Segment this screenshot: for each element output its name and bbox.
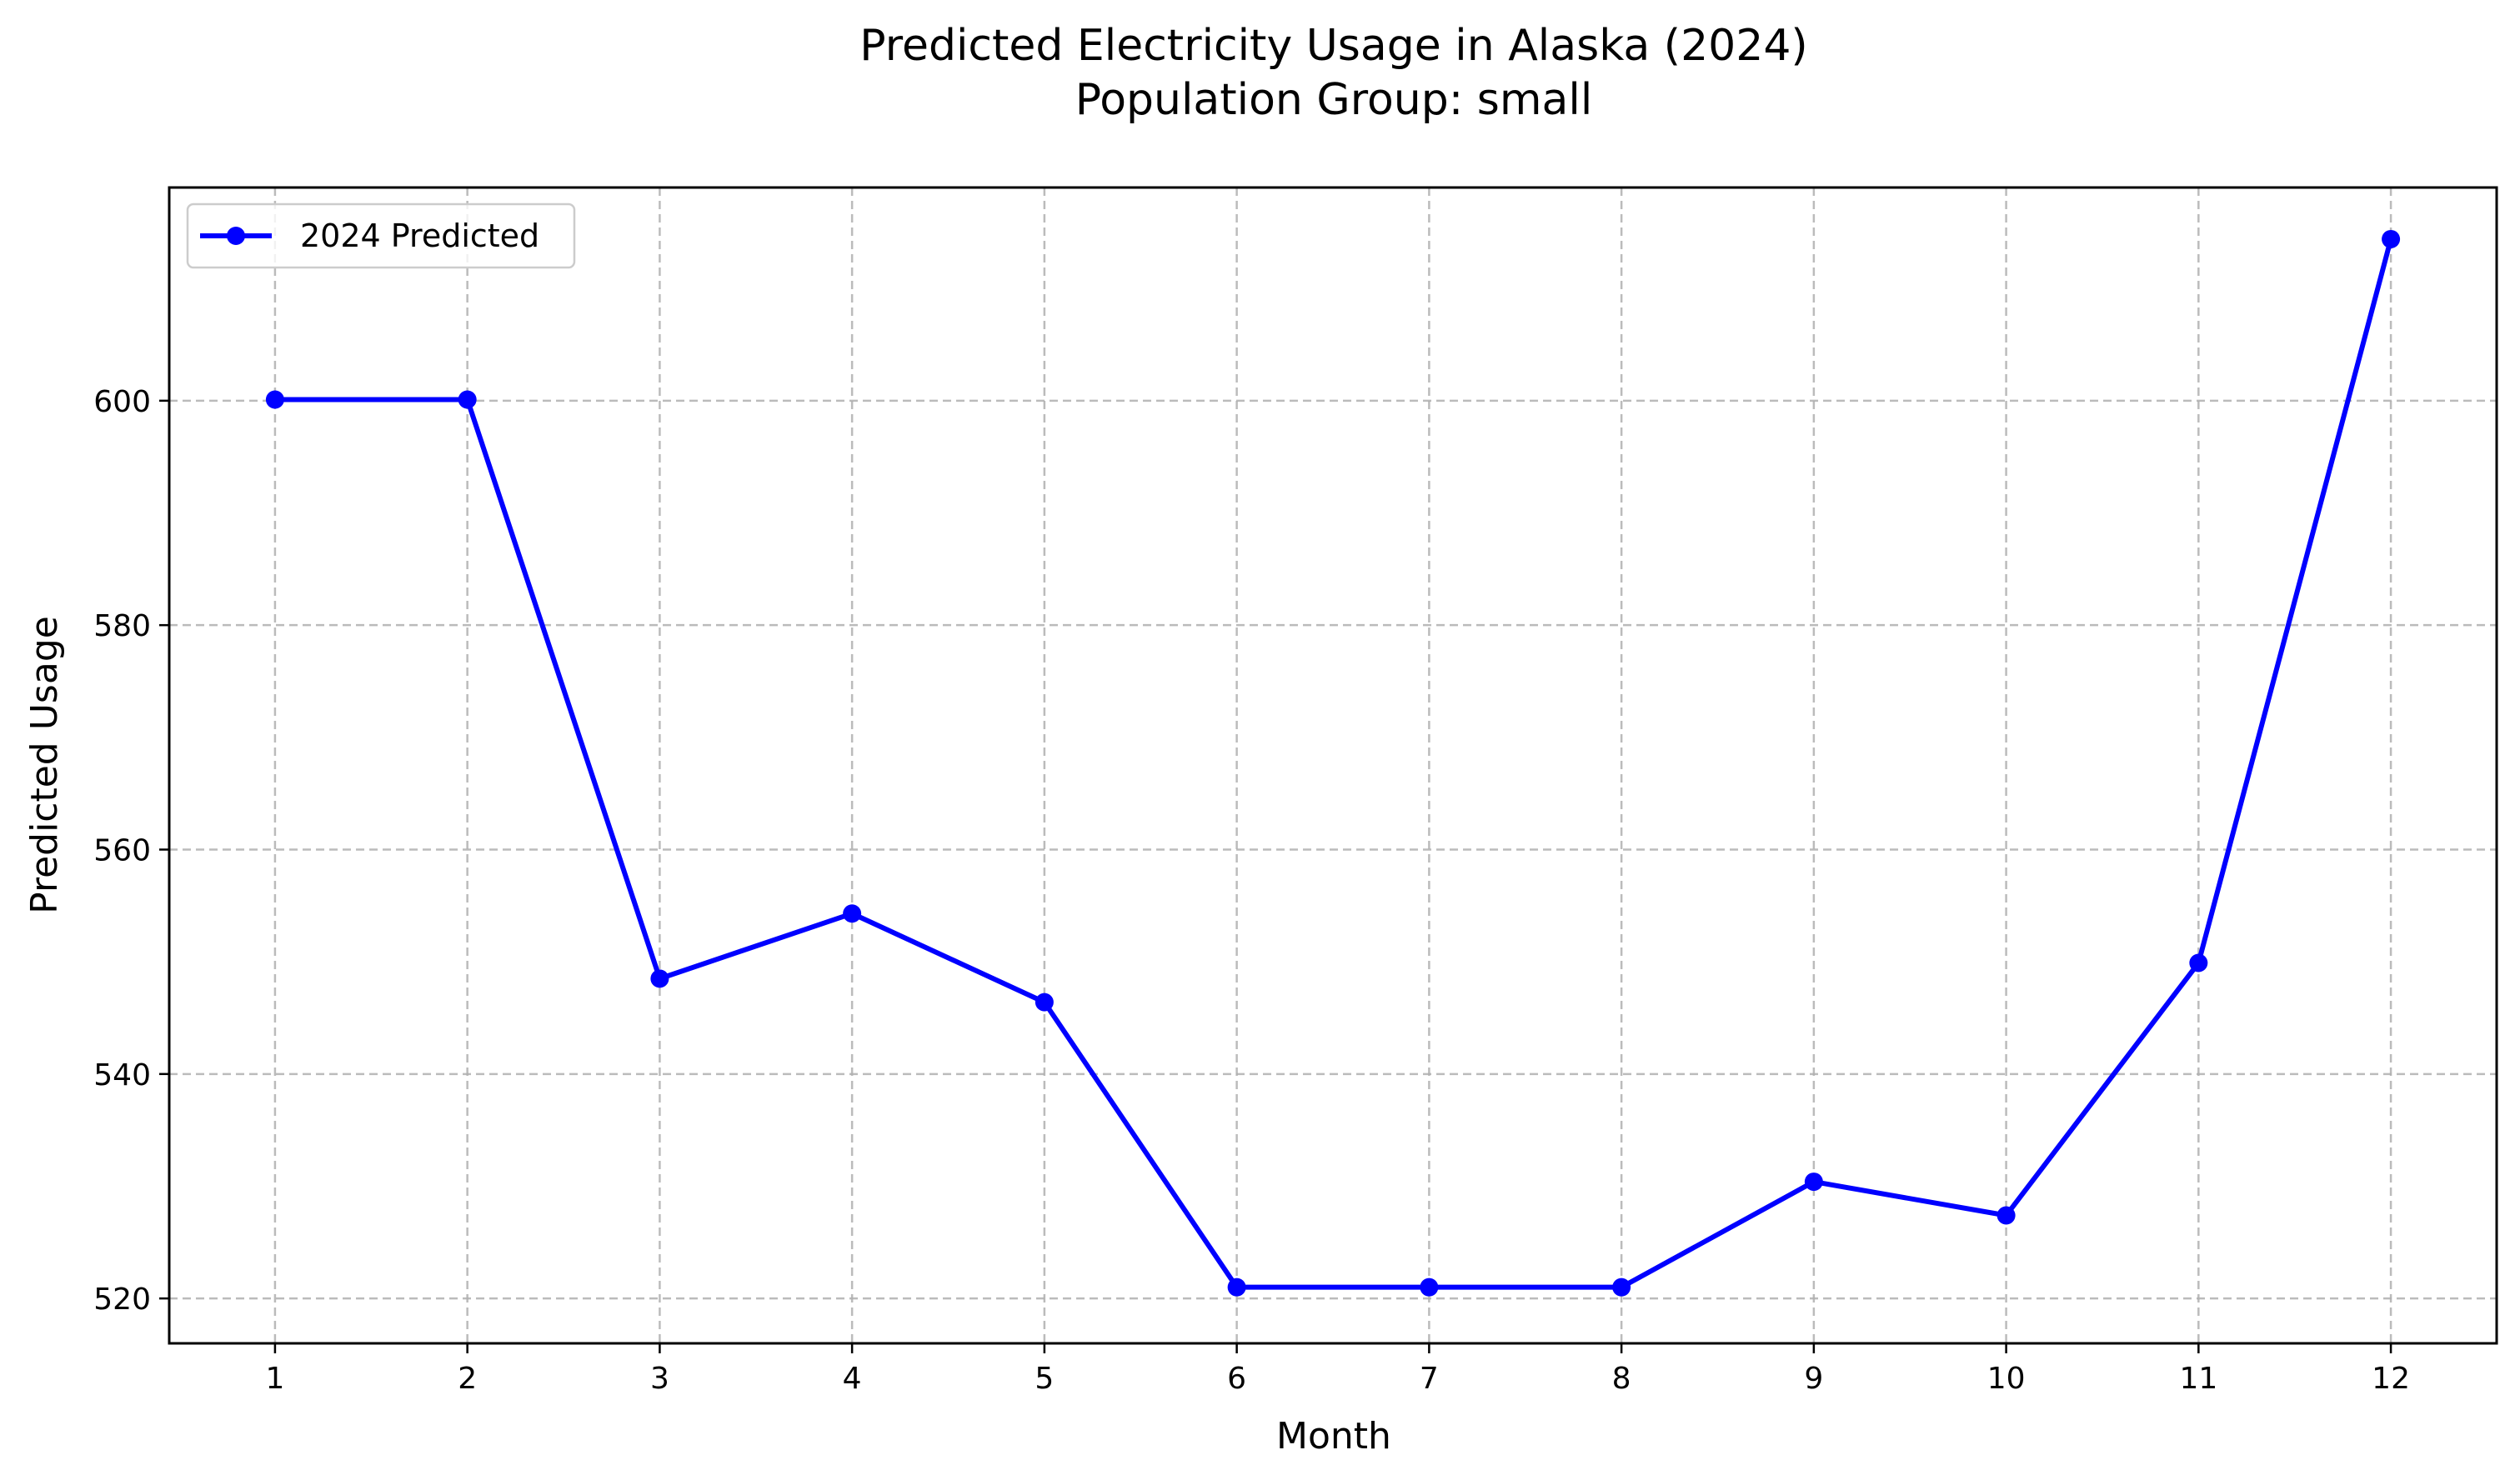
legend-label: 2024 Predicted [300, 218, 539, 254]
legend: 2024 Predicted [186, 202, 576, 269]
x-tick-label: 4 [843, 1362, 862, 1396]
data-point [265, 390, 284, 409]
y-tick-label: 580 [93, 609, 151, 643]
data-point [1996, 1206, 2016, 1225]
y-tick-label: 520 [93, 1282, 151, 1317]
data-point [843, 904, 862, 923]
data-point [650, 969, 669, 988]
x-tick-label: 6 [1227, 1362, 1246, 1396]
x-tick-label: 9 [1804, 1362, 1823, 1396]
x-tick-label: 1 [265, 1362, 284, 1396]
grid-lines [169, 188, 2497, 1343]
plot-area-frame [168, 186, 2498, 1345]
series-layer [265, 229, 2401, 1297]
x-tick-label: 7 [1420, 1362, 1439, 1396]
x-tick-label: 5 [1035, 1362, 1054, 1396]
data-point [1227, 1278, 1246, 1297]
x-tick-label: 2 [458, 1362, 477, 1396]
x-axis-label: Month [1276, 1415, 1391, 1458]
legend-box [186, 202, 576, 269]
x-tick-label: 8 [1612, 1362, 1631, 1396]
data-point [1420, 1278, 1439, 1297]
series-line [272, 236, 2394, 1290]
y-tick-label: 600 [93, 385, 151, 419]
x-tick-label: 10 [1987, 1362, 2026, 1396]
data-point [458, 390, 477, 409]
data-point [1804, 1172, 1823, 1192]
chart-title: Predicted Electricity Usage in Alaska (2… [859, 21, 1807, 71]
data-point [1035, 992, 1054, 1012]
data-point [2189, 953, 2208, 972]
data-point [1612, 1278, 1631, 1297]
y-tick-label: 560 [93, 833, 151, 868]
x-tick-label: 12 [2372, 1362, 2410, 1396]
x-tick-label: 3 [650, 1362, 669, 1396]
x-tick-label: 11 [2179, 1362, 2217, 1396]
y-axis-label: Predicted Usage [23, 616, 66, 914]
y-tick-label: 540 [93, 1058, 151, 1092]
data-point [2382, 229, 2401, 248]
chart-subtitle: Population Group: small [1075, 75, 1593, 125]
legend-marker-swatch [227, 227, 245, 245]
